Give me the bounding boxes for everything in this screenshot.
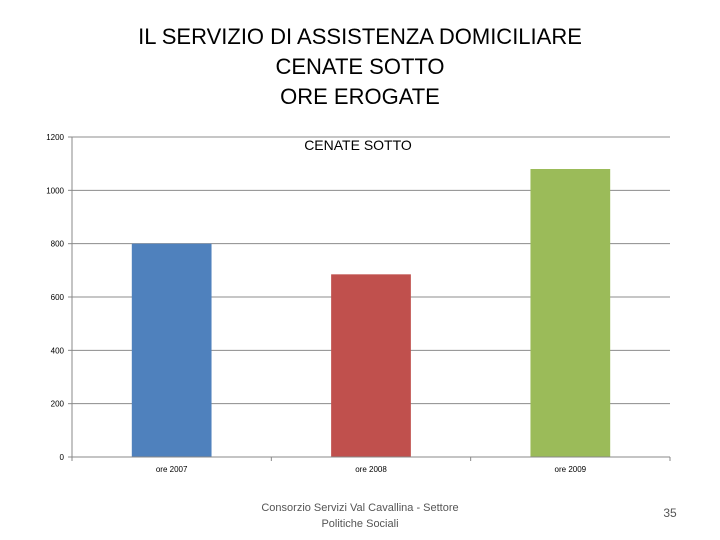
x-tick-label: ore 2007 bbox=[156, 465, 188, 474]
page-number: 35 bbox=[663, 506, 677, 520]
y-tick-label: 200 bbox=[51, 400, 65, 409]
slide-title-line-3: ORE EROGATE bbox=[280, 84, 440, 109]
slide-title-line-1: IL SERVIZIO DI ASSISTENZA DOMICILIARE bbox=[138, 24, 582, 49]
y-tick-label: 1000 bbox=[46, 186, 64, 195]
bars bbox=[131, 169, 611, 457]
y-tick-label: 1200 bbox=[46, 133, 64, 142]
slide-title-line-2: CENATE SOTTO bbox=[275, 54, 445, 79]
y-tick-label: 0 bbox=[60, 453, 65, 462]
bar-ore-2009 bbox=[530, 169, 611, 457]
x-axis-ticks: ore 2007 ore 2008 ore 2009 bbox=[71, 457, 671, 474]
slide-title: IL SERVIZIO DI ASSISTENZA DOMICILIARE CE… bbox=[60, 22, 660, 112]
chart-title: CENATE SOTTO bbox=[304, 137, 412, 153]
y-tick-label: 800 bbox=[51, 240, 65, 249]
x-tick-label: ore 2008 bbox=[355, 465, 387, 474]
x-tick-label: ore 2009 bbox=[555, 465, 587, 474]
bar-ore-2008 bbox=[331, 274, 411, 457]
y-tick-label: 400 bbox=[51, 346, 65, 355]
y-axis-ticks: 0 200 400 600 800 1000 1200 bbox=[46, 133, 72, 462]
bar-ore-2007 bbox=[131, 243, 212, 457]
y-tick-label: 600 bbox=[51, 293, 65, 302]
footer-text: Consorzio Servizi Val Cavallina - Settor… bbox=[261, 502, 459, 530]
